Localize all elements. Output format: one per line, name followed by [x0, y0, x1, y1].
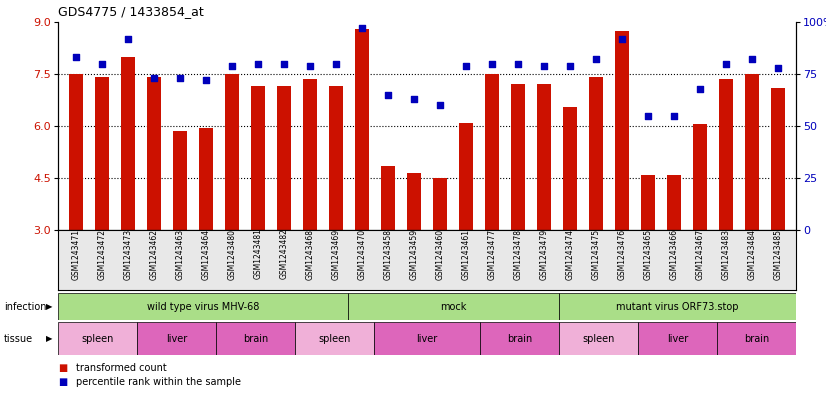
Bar — [58, 293, 348, 320]
Text: brain: brain — [744, 334, 769, 343]
Bar — [381, 166, 395, 230]
Bar — [745, 74, 759, 230]
Text: brain: brain — [243, 334, 268, 343]
Bar — [458, 123, 473, 230]
Point — [251, 61, 264, 67]
Point — [538, 62, 551, 69]
Point — [121, 35, 135, 42]
Point — [330, 61, 343, 67]
Point — [589, 56, 602, 62]
Text: liver: liver — [667, 334, 688, 343]
Point — [563, 62, 577, 69]
Text: liver: liver — [166, 334, 188, 343]
Text: spleen: spleen — [81, 334, 114, 343]
Bar — [667, 174, 681, 230]
Point — [434, 102, 447, 108]
Bar — [295, 322, 374, 355]
Bar — [563, 107, 577, 230]
Bar — [374, 322, 480, 355]
Bar — [329, 86, 343, 230]
Point — [69, 54, 83, 61]
Bar — [771, 88, 785, 230]
Point — [771, 64, 785, 71]
Bar — [173, 131, 188, 230]
Text: infection: infection — [4, 301, 46, 312]
Point — [641, 112, 654, 119]
Text: transformed count: transformed count — [76, 363, 167, 373]
Bar — [199, 128, 213, 230]
Bar — [69, 74, 83, 230]
Point — [303, 62, 316, 69]
Bar — [537, 84, 551, 230]
Text: mock: mock — [440, 301, 467, 312]
Point — [719, 61, 733, 67]
Bar — [137, 322, 216, 355]
Text: GDS4775 / 1433854_at: GDS4775 / 1433854_at — [58, 5, 204, 18]
Point — [511, 61, 525, 67]
Text: brain: brain — [506, 334, 532, 343]
Bar — [433, 178, 447, 230]
Bar — [638, 322, 717, 355]
Point — [382, 92, 395, 98]
Bar — [121, 57, 135, 230]
Point — [459, 62, 472, 69]
Text: liver: liver — [416, 334, 438, 343]
Bar — [251, 86, 265, 230]
Bar — [717, 322, 796, 355]
Text: ▶: ▶ — [46, 334, 53, 343]
Point — [96, 61, 109, 67]
Point — [615, 35, 629, 42]
Bar — [480, 322, 558, 355]
Bar — [348, 293, 558, 320]
Point — [173, 75, 187, 81]
Bar — [407, 173, 421, 230]
Bar — [589, 77, 603, 230]
Bar — [485, 74, 499, 230]
Bar — [558, 322, 638, 355]
Bar — [277, 86, 292, 230]
Bar — [510, 84, 525, 230]
Bar — [558, 293, 796, 320]
Text: mutant virus ORF73.stop: mutant virus ORF73.stop — [616, 301, 738, 312]
Bar — [216, 322, 295, 355]
Point — [200, 77, 213, 83]
Bar — [58, 322, 137, 355]
Point — [486, 61, 499, 67]
Point — [355, 25, 368, 31]
Bar — [95, 77, 109, 230]
Point — [693, 85, 706, 92]
Text: wild type virus MHV-68: wild type virus MHV-68 — [147, 301, 259, 312]
Point — [278, 61, 291, 67]
Bar — [615, 31, 629, 230]
Bar — [147, 77, 161, 230]
Point — [148, 75, 161, 81]
Bar — [693, 124, 707, 230]
Text: ■: ■ — [58, 377, 67, 387]
Point — [407, 96, 420, 102]
Bar — [225, 74, 240, 230]
Point — [225, 62, 239, 69]
Text: percentile rank within the sample: percentile rank within the sample — [76, 377, 241, 387]
Text: spleen: spleen — [582, 334, 615, 343]
Bar — [355, 29, 369, 230]
Point — [667, 112, 681, 119]
Text: tissue: tissue — [4, 334, 33, 343]
Bar — [719, 79, 733, 230]
Text: spleen: spleen — [319, 334, 351, 343]
Point — [745, 56, 758, 62]
Bar — [303, 79, 317, 230]
Bar — [641, 174, 655, 230]
Text: ▶: ▶ — [46, 302, 53, 311]
Text: ■: ■ — [58, 363, 67, 373]
